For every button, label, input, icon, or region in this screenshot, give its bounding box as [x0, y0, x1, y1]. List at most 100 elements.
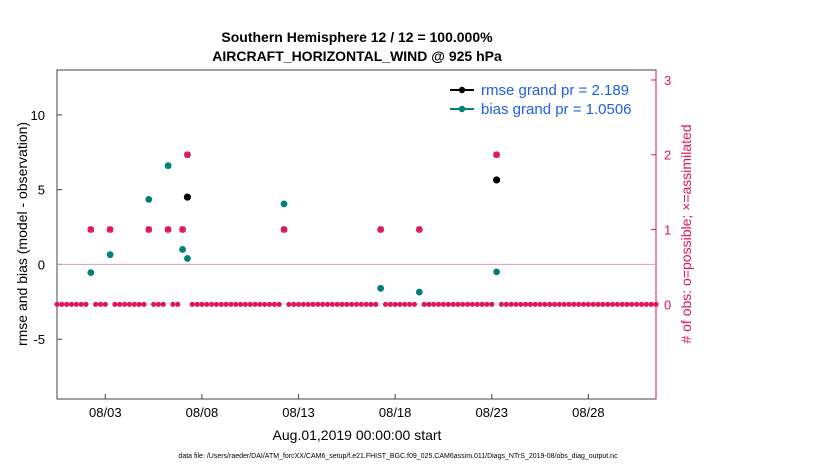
x-tick-label: 08/13 — [282, 405, 315, 420]
obs-zero-marker — [576, 301, 582, 307]
obs-zero-marker — [382, 301, 389, 307]
obs-zero-marker — [522, 301, 529, 307]
legend-rmse-label: rmse grand pr = 2.189 — [481, 82, 629, 99]
obs-zero-marker — [561, 301, 567, 307]
obs-zero-marker — [547, 301, 553, 307]
obs-zero-marker — [465, 301, 471, 307]
obs-zero-marker — [411, 301, 418, 307]
obs-zero-marker — [310, 301, 316, 307]
obs-zero-marker — [64, 301, 70, 307]
obs-possible-marker — [87, 226, 95, 233]
bias-point — [179, 246, 186, 253]
obs-zero-marker — [262, 301, 268, 307]
bias-point — [184, 255, 191, 262]
obs-zero-marker — [648, 301, 654, 307]
obs-zero-marker — [54, 301, 60, 307]
obs-zero-marker — [160, 301, 166, 307]
obs-possible-marker — [493, 151, 500, 159]
obs-zero-marker — [349, 301, 355, 307]
obs-zero-marker — [643, 301, 649, 307]
obs-assimilated-marker — [107, 226, 114, 233]
left-y-tick-label: 0 — [38, 257, 45, 272]
left-y-tick-label: 10 — [31, 108, 45, 123]
obs-possible-marker — [179, 226, 186, 233]
obs-zero-marker — [392, 301, 398, 307]
obs-zero-marker — [194, 301, 200, 307]
obs-assimilated-marker — [377, 226, 384, 233]
x-axis-label: Aug.01,2019 00:00:00 start — [273, 427, 442, 443]
obs-zero-marker — [339, 301, 345, 307]
obs-assimilated-marker — [179, 226, 186, 233]
obs-zero-marker — [208, 301, 215, 307]
obs-zero-marker — [213, 301, 220, 307]
obs-zero-marker — [402, 301, 408, 307]
obs-zero-marker — [334, 301, 340, 307]
obs-assimilated-marker — [184, 151, 191, 158]
obs-zero-marker — [141, 301, 147, 307]
left-y-tick-label: 5 — [38, 183, 45, 198]
obs-zero-marker — [537, 301, 543, 307]
data-file-footnote: data file: /Users/raeder/DAI/ATM_forcXX/… — [178, 453, 618, 460]
bias-point — [106, 251, 114, 259]
obs-zero-marker — [295, 301, 302, 307]
obs-zero-marker — [68, 301, 75, 307]
right-y-tick-label: 1 — [664, 223, 671, 238]
obs-zero-marker — [556, 301, 562, 307]
obs-zero-marker — [532, 301, 538, 307]
left-y-tick-label: -5 — [33, 332, 45, 347]
bias-point — [145, 195, 153, 203]
obs-zero-marker — [324, 301, 331, 307]
obs-zero-marker — [590, 301, 596, 307]
obs-zero-marker — [175, 301, 181, 307]
obs-zero-marker — [329, 301, 335, 307]
left-y-axis-label: rmse and bias (model - observation) — [14, 122, 30, 346]
obs-zero-marker — [73, 301, 79, 307]
obs-zero-marker — [445, 301, 451, 307]
obs-zero-marker — [257, 301, 263, 307]
right-y-tick-label: 2 — [664, 148, 671, 163]
obs-zero-marker — [93, 301, 99, 307]
obs-zero-marker — [566, 301, 572, 307]
obs-zero-marker — [469, 301, 476, 307]
obs-zero-marker — [479, 301, 485, 307]
obs-zero-series — [54, 301, 659, 307]
obs-zero-marker — [440, 301, 447, 307]
obs-assimilated-series — [87, 151, 500, 233]
obs-zero-marker — [455, 301, 461, 307]
obs-zero-marker — [59, 301, 65, 307]
obs-assimilated-marker — [493, 151, 500, 158]
obs-zero-marker — [266, 301, 273, 307]
obs-zero-marker — [122, 301, 128, 307]
right-y-tick-label: 3 — [664, 73, 671, 88]
obs-possible-marker — [106, 226, 114, 233]
obs-zero-marker — [315, 301, 321, 307]
obs-zero-marker — [131, 301, 137, 307]
obs-zero-marker — [97, 301, 104, 307]
legend-bias-marker — [458, 105, 466, 113]
obs-possible-marker — [164, 226, 172, 233]
left-y-axis: -5 0 5 10 — [31, 108, 62, 347]
obs-zero-marker — [542, 301, 548, 307]
legend-rmse-marker — [458, 86, 466, 94]
obs-zero-marker — [136, 301, 142, 307]
obs-zero-marker — [474, 301, 480, 307]
obs-assimilated-marker — [165, 226, 172, 233]
obs-zero-marker — [426, 301, 432, 307]
obs-zero-marker — [271, 301, 277, 307]
obs-assimilated-marker — [145, 226, 152, 233]
obs-zero-marker — [358, 301, 364, 307]
obs-zero-marker — [252, 301, 258, 307]
obs-zero-marker — [436, 301, 442, 307]
obs-zero-marker — [155, 301, 162, 307]
x-tick-label: 08/08 — [186, 405, 219, 420]
obs-zero-marker — [199, 301, 205, 307]
chart-title-line2: AIRCRAFT_HORIZONTAL_WIND @ 925 hPa — [212, 48, 502, 64]
obs-zero-marker — [247, 301, 253, 307]
obs-zero-marker — [638, 301, 645, 307]
bias-point — [493, 268, 500, 276]
x-axis: 08/03 08/08 08/13 08/18 08/23 08/28 — [89, 394, 605, 420]
obs-zero-marker — [421, 301, 427, 307]
obs-zero-marker — [653, 301, 659, 307]
obs-zero-marker — [585, 301, 591, 307]
obs-zero-marker — [373, 301, 379, 307]
